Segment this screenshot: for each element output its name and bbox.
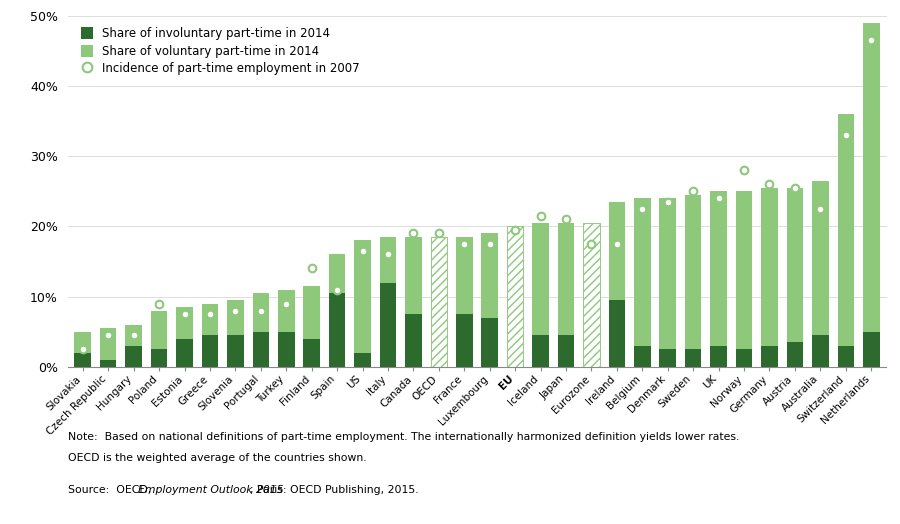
- Bar: [176, 307, 193, 339]
- Bar: [838, 114, 854, 346]
- Bar: [405, 237, 422, 314]
- Bar: [660, 349, 676, 367]
- Bar: [100, 360, 116, 367]
- Bar: [507, 226, 524, 367]
- Bar: [456, 237, 472, 314]
- Bar: [303, 286, 320, 339]
- Bar: [125, 325, 142, 346]
- Bar: [660, 198, 676, 349]
- Bar: [532, 223, 549, 335]
- Text: Note:  Based on national definitions of part-time employment. The internationall: Note: Based on national definitions of p…: [68, 432, 739, 442]
- Text: , Paris: OECD Publishing, 2015.: , Paris: OECD Publishing, 2015.: [250, 485, 418, 495]
- Bar: [430, 237, 447, 367]
- Bar: [710, 346, 727, 367]
- Bar: [761, 188, 778, 346]
- Bar: [202, 303, 218, 335]
- Bar: [430, 237, 447, 367]
- Bar: [151, 311, 167, 349]
- Bar: [583, 223, 599, 367]
- Bar: [482, 318, 498, 367]
- Bar: [863, 332, 879, 367]
- Bar: [100, 328, 116, 360]
- Bar: [355, 353, 371, 367]
- Bar: [761, 346, 778, 367]
- Bar: [863, 23, 879, 332]
- Bar: [634, 346, 651, 367]
- Bar: [685, 349, 701, 367]
- Bar: [227, 335, 244, 367]
- Bar: [227, 300, 244, 335]
- Bar: [75, 332, 91, 353]
- Bar: [253, 332, 269, 367]
- Bar: [380, 237, 396, 282]
- Bar: [253, 293, 269, 332]
- Bar: [685, 195, 701, 349]
- Bar: [355, 241, 371, 353]
- Bar: [328, 293, 346, 367]
- Bar: [736, 349, 752, 367]
- Bar: [812, 335, 829, 367]
- Bar: [75, 353, 91, 367]
- Bar: [736, 191, 752, 349]
- Text: Employment Outlook 2015: Employment Outlook 2015: [138, 485, 284, 495]
- Bar: [202, 335, 218, 367]
- Text: OECD is the weighted average of the countries shown.: OECD is the weighted average of the coun…: [68, 453, 366, 463]
- Bar: [558, 335, 574, 367]
- Bar: [710, 191, 727, 346]
- Bar: [787, 342, 803, 367]
- Bar: [456, 314, 472, 367]
- Bar: [558, 223, 574, 335]
- Bar: [151, 349, 167, 367]
- Bar: [812, 181, 829, 335]
- Bar: [608, 300, 626, 367]
- Bar: [532, 335, 549, 367]
- Bar: [405, 314, 422, 367]
- Bar: [482, 233, 498, 318]
- Bar: [838, 346, 854, 367]
- Bar: [278, 332, 294, 367]
- Bar: [380, 282, 396, 367]
- Legend: Share of involuntary part-time in 2014, Share of voluntary part-time in 2014, In: Share of involuntary part-time in 2014, …: [77, 24, 364, 79]
- Bar: [787, 188, 803, 342]
- Bar: [583, 223, 599, 367]
- Text: Source:  OECD,: Source: OECD,: [68, 485, 154, 495]
- Bar: [507, 226, 524, 367]
- Bar: [125, 346, 142, 367]
- Bar: [278, 290, 294, 332]
- Bar: [634, 198, 651, 346]
- Bar: [608, 202, 626, 300]
- Bar: [328, 255, 346, 293]
- Bar: [303, 339, 320, 367]
- Bar: [176, 339, 193, 367]
